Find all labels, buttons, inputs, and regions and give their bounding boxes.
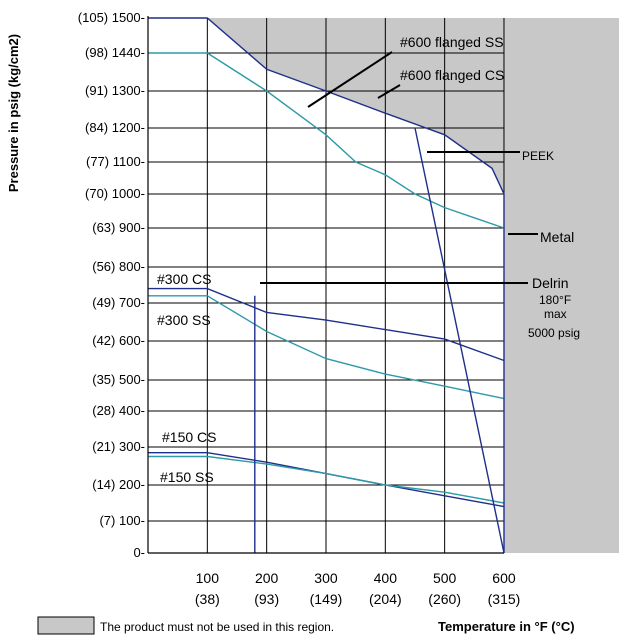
annotation-delrin: Delrin (532, 275, 569, 291)
y-tick-label: (28) 400- (92, 403, 145, 418)
series-lines (148, 17, 505, 554)
x-axis-title: Temperature in °F (°C) (438, 619, 575, 634)
x-tick-label-f: 500 (433, 570, 457, 586)
y-tick-label: (105) 1500- (78, 10, 145, 25)
series-line-150-ss (148, 455, 505, 504)
x-tick-label-c: (315) (488, 591, 521, 607)
y-tick-label: (49) 700- (92, 295, 145, 310)
series-line-300-ss (148, 295, 505, 400)
axes (147, 16, 504, 554)
annotation-delrin-temp: 180°F (539, 293, 571, 307)
annotation-300-ss: #300 SS (157, 312, 211, 328)
y-tick-label: (91) 1300- (85, 83, 145, 98)
annotation-150-cs: #150 CS (162, 429, 216, 445)
y-tick-label: (70) 1000- (85, 186, 145, 201)
annotation-600-cs: #600 flanged CS (400, 67, 504, 83)
y-tick-label: 0- (133, 545, 145, 560)
annotation-600-ss: #600 flanged SS (400, 34, 504, 50)
x-tick-label-c: (149) (310, 591, 343, 607)
x-tick-label-c: (38) (195, 591, 220, 607)
y-tick-label: (98) 1440- (85, 45, 145, 60)
legend-swatch (37, 616, 95, 635)
leader-line (307, 51, 393, 108)
annotation-leaders (260, 51, 538, 284)
annotation-delrin-max: max (544, 307, 567, 321)
x-tick-label-f: 200 (255, 570, 279, 586)
y-axis-title: Pressure in psig (kg/cm2) (6, 34, 21, 192)
y-tick-label: (56) 800- (92, 259, 145, 274)
y-tick-label: (21) 300- (92, 439, 145, 454)
annotation-150-ss: #150 SS (160, 469, 214, 485)
x-tick-label-f: 400 (374, 570, 398, 586)
x-tick-label-f: 300 (314, 570, 338, 586)
annotation-peek: PEEK (522, 149, 554, 163)
y-tick-label: (63) 900- (92, 220, 145, 235)
series-line-peek (414, 127, 505, 554)
y-tick-labels: (105) 1500- (98) 1440- (91) 1300- (84) 1200… (78, 10, 145, 560)
x-tick-label-c: (204) (369, 591, 402, 607)
series-line-600-flanged-ss (148, 52, 505, 229)
x-tick-label-f: 100 (196, 570, 220, 586)
y-tick-label: (77) 1100- (86, 154, 145, 169)
x-tick-label-c: (260) (428, 591, 461, 607)
annotation-300-cs: #300 CS (157, 271, 211, 287)
legend-text: The product must not be used in this reg… (100, 620, 334, 634)
y-tick-label: (14) 200- (92, 477, 145, 492)
y-tick-label: (7) 100- (99, 513, 145, 528)
y-tick-label: (35) 500- (92, 372, 145, 387)
leader-line (377, 84, 401, 99)
x-tick-label-c: (93) (254, 591, 279, 607)
x-tick-labels: 100 (38) 200 (93) 300 (149) 400 (204) 500 (260) 60… (195, 570, 520, 607)
series-line-600-flanged-cs (148, 17, 505, 195)
x-tick-label-f: 600 (492, 570, 516, 586)
series-line-300-cs (148, 287, 505, 362)
y-tick-label: (42) 600- (92, 333, 145, 348)
y-tick-label: (84) 1200- (85, 120, 145, 135)
annotation-metal: Metal (540, 229, 574, 245)
annotation-delrin-pressure: 5000 psig (528, 326, 580, 340)
